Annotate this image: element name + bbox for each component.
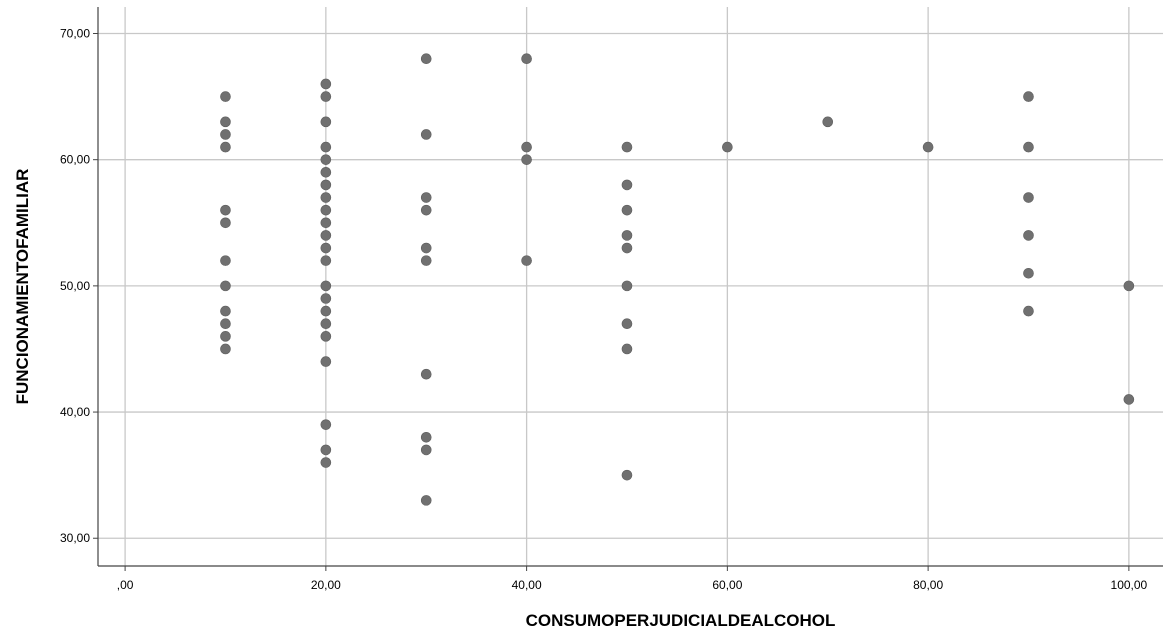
data-point [320,204,332,216]
data-point [521,53,532,65]
data-point [320,419,332,430]
data-point [621,204,633,216]
data-point [320,167,332,178]
data-point [922,141,934,153]
data-point [420,444,432,456]
x-tick-label: ,00 [117,578,134,592]
data-point [1023,192,1034,203]
data-point [320,444,332,456]
x-tick-label: 100,00 [1111,578,1148,592]
data-point [1023,230,1034,241]
data-point [320,331,332,342]
data-point [220,91,231,102]
data-point [320,91,332,102]
data-point [621,343,633,355]
x-tick-label: 20,00 [311,578,341,592]
data-point [621,242,633,254]
data-point [220,255,231,266]
data-point [320,141,332,153]
data-point [521,255,532,266]
data-point [420,255,432,266]
data-point [521,154,532,165]
data-point [1123,394,1135,405]
data-point [1023,91,1034,102]
data-point [320,154,332,165]
y-tick-label: 60,00 [60,153,90,167]
x-tick-label: 40,00 [512,578,542,592]
data-point [220,305,231,317]
data-point [621,318,633,330]
data-point [320,255,332,266]
data-point [1023,267,1034,279]
data-point [1123,280,1135,292]
x-tick-label: 80,00 [913,578,943,592]
data-point [420,204,432,216]
y-axis-title: FUNCIONAMIENTOFAMILIAR [13,169,32,405]
data-point [722,141,733,153]
data-point [320,217,332,229]
x-tick-label: 60,00 [712,578,742,592]
data-point [420,192,432,203]
data-point [621,141,633,153]
data-point [320,242,332,254]
data-point [220,116,231,128]
data-point [220,331,231,342]
y-tick-label: 40,00 [60,405,90,419]
data-point [521,141,532,153]
data-points [220,53,1135,506]
data-point [420,431,432,443]
data-point [621,280,633,292]
data-point [420,242,432,254]
y-tick-label: 30,00 [60,531,90,545]
data-point [420,495,432,506]
y-tick-label: 70,00 [60,26,90,40]
x-axis-title: CONSUMOPERJUDICIALDEALCOHOL [526,611,836,630]
data-point [220,343,231,355]
data-point [220,141,231,153]
data-point [320,293,332,304]
data-point [320,78,332,90]
data-point [822,116,834,128]
data-point [220,217,231,229]
data-point [420,53,432,65]
data-point [320,116,332,128]
data-point [1023,305,1034,317]
tick-labels: ,00 20,00 40,00 60,00 80,00 100,00 30,00 40,00 5… [60,26,1148,592]
data-point [320,280,332,292]
data-point [320,179,332,191]
data-point [420,129,432,140]
data-point [420,368,432,380]
data-point [1023,141,1034,153]
y-tick-label: 50,00 [60,279,90,293]
data-point [320,318,332,330]
data-point [220,280,231,292]
data-point [220,129,231,140]
data-point [621,230,633,241]
axes [93,7,1163,571]
data-point [220,318,231,330]
data-point [621,179,633,191]
data-point [621,469,633,481]
data-point [220,204,231,216]
data-point [320,356,332,367]
data-point [320,305,332,317]
data-point [320,192,332,203]
data-point [320,457,332,468]
data-point [320,230,332,241]
